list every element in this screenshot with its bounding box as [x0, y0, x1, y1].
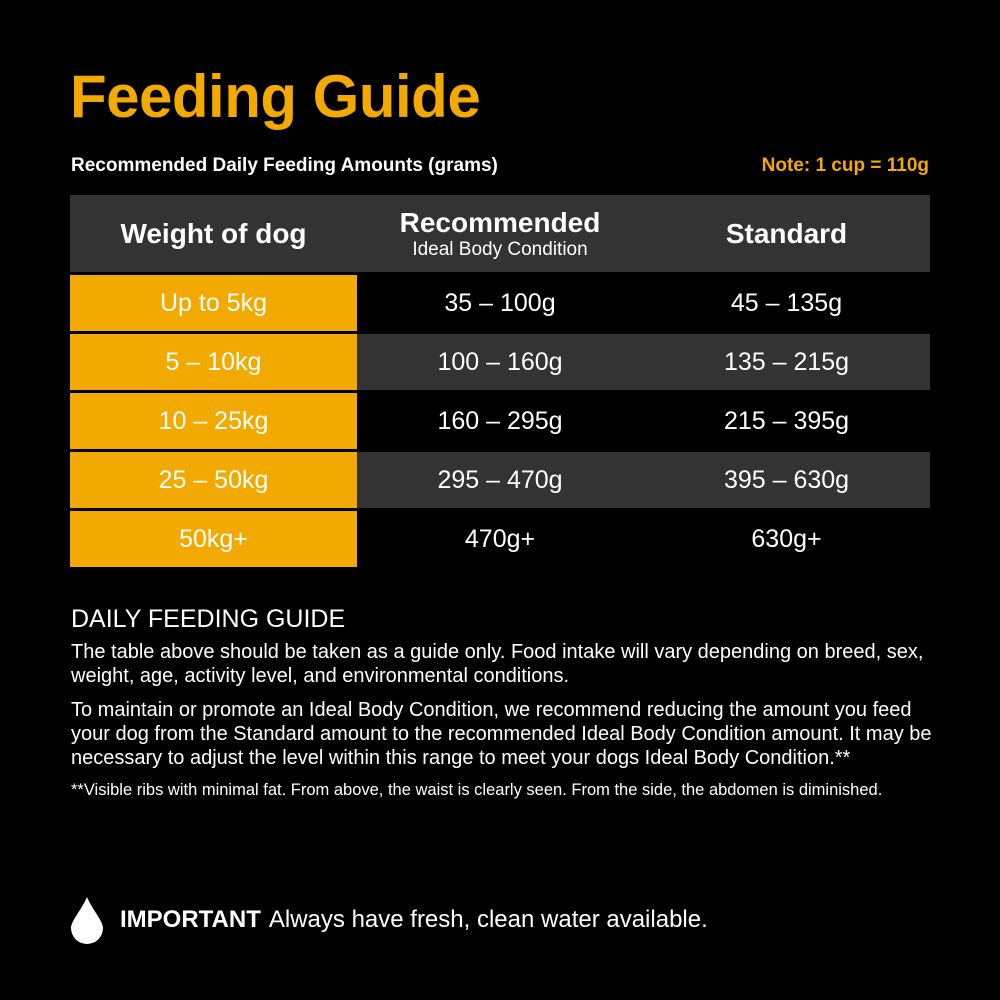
subtitle: Recommended Daily Feeding Amounts (grams…: [71, 155, 498, 176]
daily-feeding-guide: DAILY FEEDING GUIDE The table above shou…: [71, 605, 941, 811]
recommended-cell: 160 – 295g: [437, 406, 563, 435]
weight-cell: Up to 5kg: [70, 275, 357, 331]
weight-cell: 10 – 25kg: [70, 393, 357, 449]
weight-cell: 25 – 50kg: [70, 452, 357, 508]
recommended-cell: 35 – 100g: [444, 288, 556, 317]
table-row: Up to 5kg 35 – 100g 45 – 135g: [70, 275, 930, 331]
table-row: 5 – 10kg 100 – 160g 135 – 215g: [70, 334, 930, 390]
standard-cell: 135 – 215g: [643, 334, 930, 390]
water-drop-icon: [71, 897, 103, 944]
weight-cell: 5 – 10kg: [70, 334, 357, 390]
header-recommended: Recommended Ideal Body Condition: [357, 207, 643, 261]
recommended-cell: 295 – 470g: [357, 452, 643, 508]
guide-heading: DAILY FEEDING GUIDE: [71, 605, 346, 633]
header-standard: Standard: [725, 217, 848, 249]
recommended-cell: 470g+: [464, 524, 536, 553]
standard-cell: 215 – 395g: [723, 406, 850, 435]
important-label: IMPORTANT: [120, 906, 261, 933]
standard-cell: 45 – 135g: [730, 288, 843, 317]
table-row: 25 – 50kg 295 – 470g 395 – 630g: [70, 452, 930, 508]
standard-cell: 630g+: [751, 524, 822, 553]
recommended-cell: 100 – 160g: [357, 334, 643, 390]
header-weight: Weight of dog: [120, 217, 307, 249]
weight-cell: 50kg+: [70, 511, 357, 567]
important-text: Always have fresh, clean water available…: [268, 906, 708, 933]
page-title: Feeding Guide: [70, 63, 481, 130]
feeding-table: Weight of dog Recommended Ideal Body Con…: [70, 195, 930, 567]
important-notice: IMPORTANT Always have fresh, clean water…: [70, 895, 708, 945]
table-header: Weight of dog Recommended Ideal Body Con…: [70, 195, 930, 272]
table-row: 50kg+ 470g+ 630g+: [70, 511, 930, 567]
guide-footnote: **Visible ribs with minimal fat. From ab…: [71, 781, 883, 799]
guide-paragraph: The table above should be taken as a gui…: [71, 641, 924, 687]
table-row: 10 – 25kg 160 – 295g 215 – 395g: [70, 393, 930, 449]
guide-paragraph: To maintain or promote an Ideal Body Con…: [71, 699, 932, 769]
header-recommended-label: Recommended: [399, 206, 601, 238]
cup-note: Note: 1 cup = 110g: [761, 155, 929, 176]
standard-cell: 395 – 630g: [643, 452, 930, 508]
header-recommended-sub: Ideal Body Condition: [412, 238, 588, 260]
